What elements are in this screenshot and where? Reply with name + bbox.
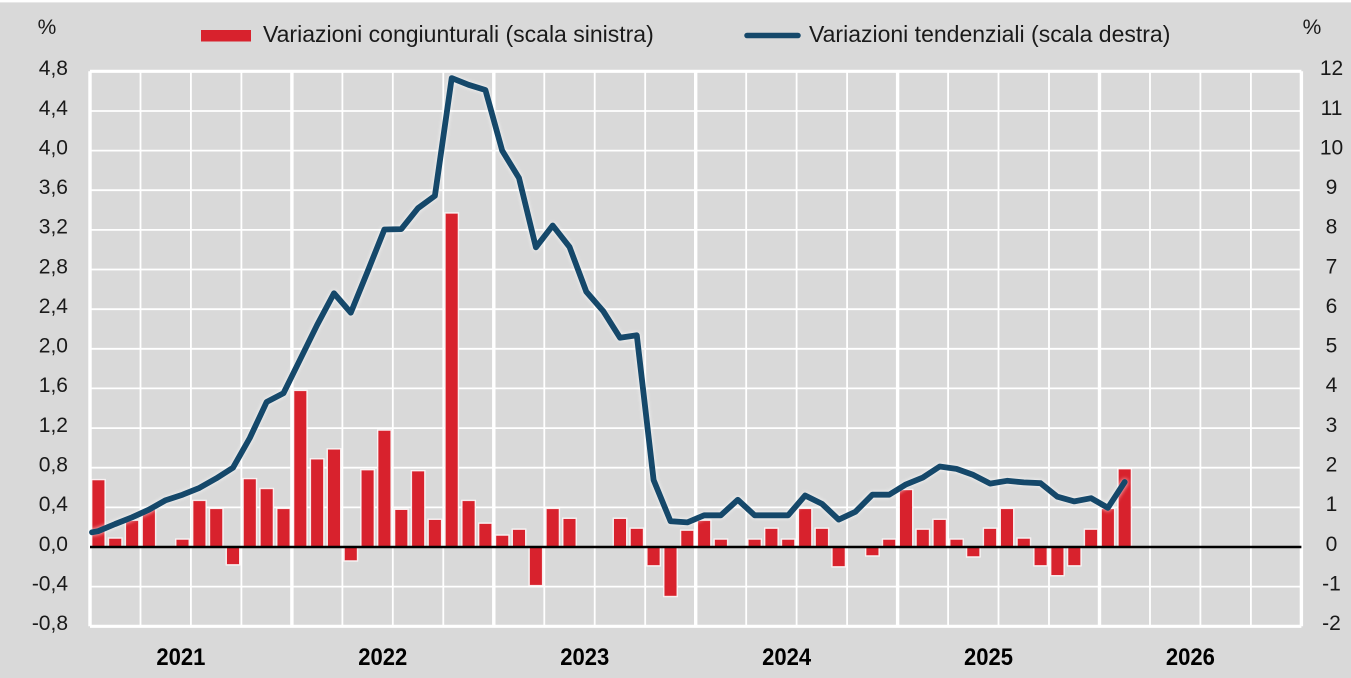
svg-text:-2: -2: [1322, 612, 1341, 635]
svg-text:1: 1: [1326, 493, 1338, 516]
svg-text:5: 5: [1326, 335, 1338, 358]
svg-text:0,4: 0,4: [39, 493, 69, 516]
svg-text:3: 3: [1326, 414, 1338, 437]
svg-text:3,2: 3,2: [39, 216, 68, 239]
svg-text:7: 7: [1326, 255, 1338, 278]
svg-text:4,0: 4,0: [39, 136, 68, 159]
svg-text:0: 0: [1326, 533, 1338, 556]
svg-text:-0,4: -0,4: [32, 572, 69, 595]
svg-text:2,4: 2,4: [39, 295, 69, 318]
svg-text:9: 9: [1326, 176, 1338, 199]
svg-text:12: 12: [1320, 57, 1343, 80]
svg-text:4,4: 4,4: [39, 97, 69, 120]
svg-text:8: 8: [1326, 216, 1338, 239]
svg-text:1,2: 1,2: [39, 414, 68, 437]
svg-text:2026: 2026: [1166, 644, 1215, 671]
svg-text:2022: 2022: [358, 644, 407, 671]
svg-text:6: 6: [1326, 295, 1338, 318]
svg-text:Variazioni congiunturali (scal: Variazioni congiunturali (scala sinistra…: [263, 21, 654, 47]
svg-text:3,6: 3,6: [39, 176, 68, 199]
svg-text:0,8: 0,8: [39, 454, 68, 477]
svg-text:%: %: [38, 16, 57, 39]
svg-text:Variazioni tendenziali (scala: Variazioni tendenziali (scala destra): [809, 21, 1170, 47]
svg-text:2,0: 2,0: [39, 335, 68, 358]
svg-text:2024: 2024: [762, 644, 812, 671]
svg-text:4: 4: [1326, 374, 1338, 397]
svg-text:-1: -1: [1322, 572, 1341, 595]
svg-text:4,8: 4,8: [39, 57, 68, 80]
svg-text:-0,8: -0,8: [32, 612, 68, 635]
svg-text:2021: 2021: [156, 644, 205, 671]
svg-text:%: %: [1303, 16, 1322, 39]
svg-text:2,8: 2,8: [39, 255, 68, 278]
svg-text:1,6: 1,6: [39, 374, 68, 397]
svg-text:0,0: 0,0: [39, 533, 68, 556]
svg-text:2023: 2023: [560, 644, 609, 671]
svg-text:10: 10: [1320, 136, 1343, 159]
svg-text:2: 2: [1326, 454, 1338, 477]
svg-text:2025: 2025: [964, 644, 1013, 671]
svg-text:11: 11: [1321, 97, 1343, 120]
